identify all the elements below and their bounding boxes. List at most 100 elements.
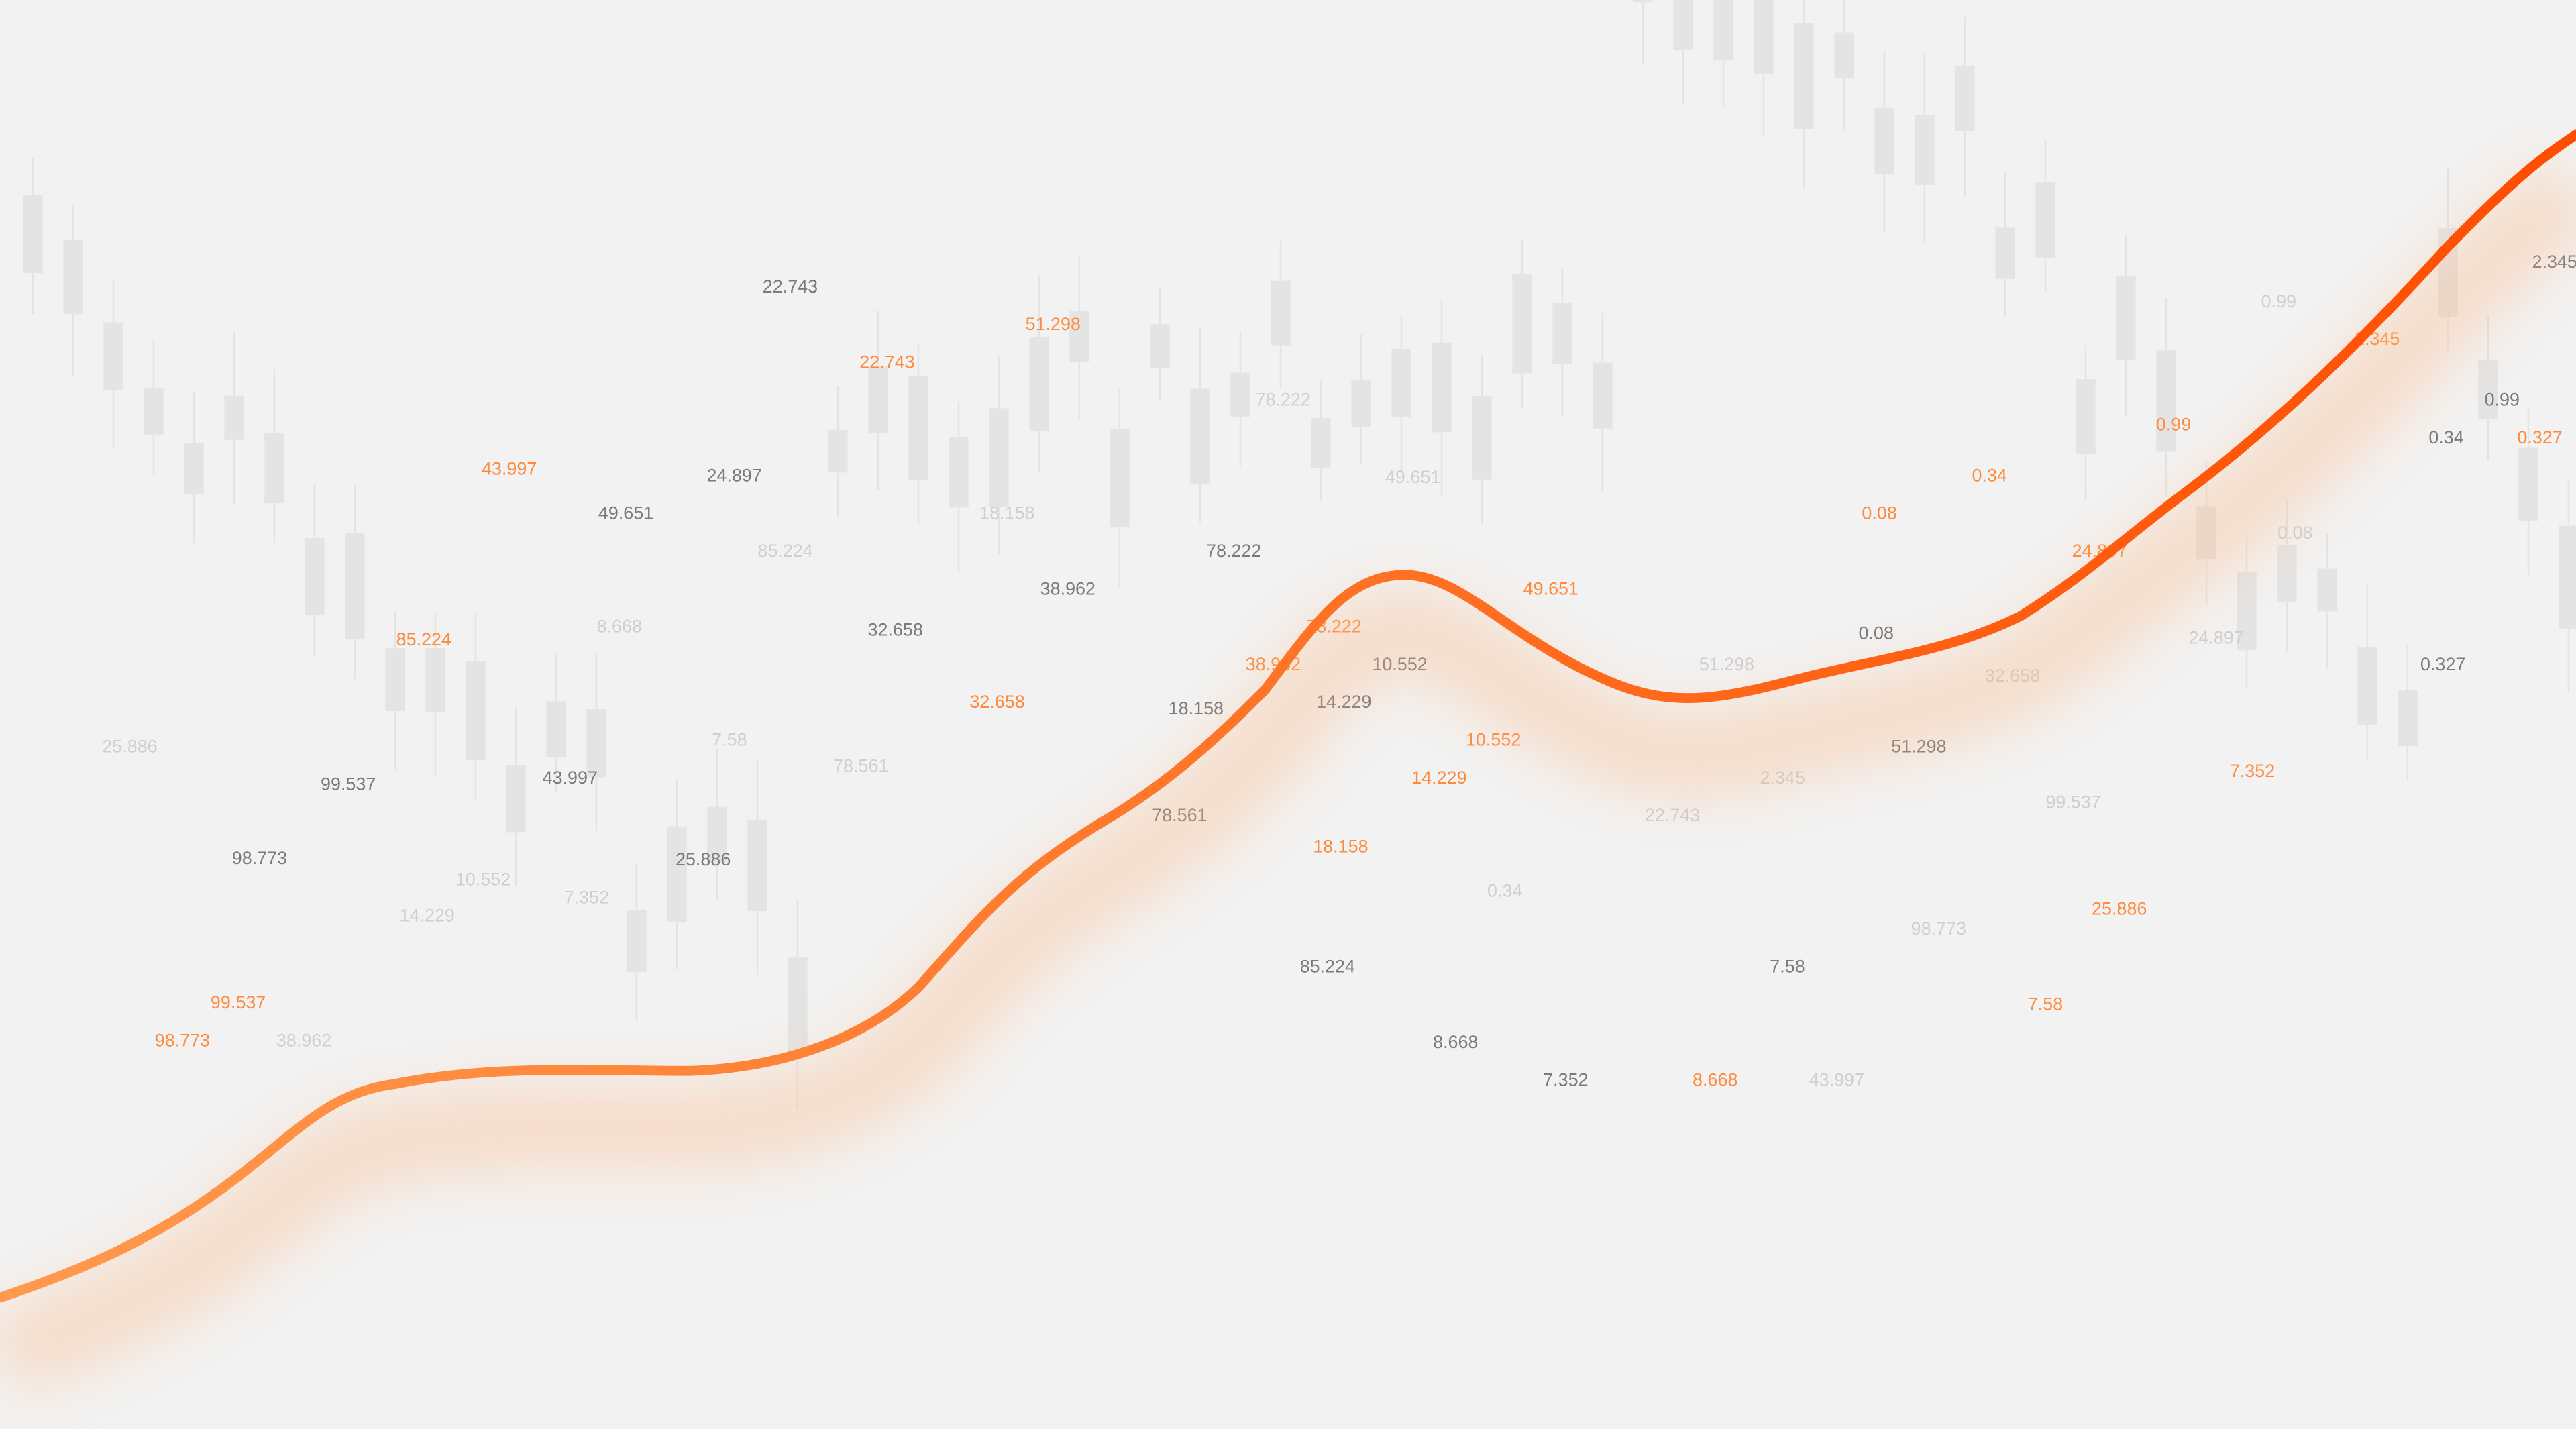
candlestick-body [23,195,43,274]
value-label: 49.651 [1523,578,1578,598]
value-label: 85.224 [396,629,451,649]
candlestick-body [1472,396,1492,480]
candlestick-body [1311,418,1331,468]
value-label: 8.668 [1693,1069,1737,1090]
candlestick-body [1915,115,1935,185]
trend-line-glow [0,157,2576,1394]
candlestick-body [1794,23,1814,129]
value-label: 0.99 [2485,390,2520,410]
value-label: 22.743 [763,276,818,297]
candlestick-body [1069,311,1089,363]
value-label: 14.229 [1411,768,1466,788]
value-label: 0.327 [2517,427,2562,447]
value-label: 99.537 [2045,792,2100,812]
candlestick-body [828,429,848,473]
value-label: 0.08 [1859,623,1894,643]
value-label: 0.34 [1972,465,2007,485]
candlestick-body [345,533,365,639]
value-label: 98.773 [155,1030,210,1051]
value-label: 51.298 [1699,654,1754,674]
candlestick-body [1593,362,1613,429]
value-label: 43.997 [482,459,537,479]
value-label: 38.962 [1040,578,1095,598]
value-label: 38.962 [276,1030,331,1051]
candlestick-body [1432,342,1452,433]
value-label: 7.58 [712,730,747,750]
candlestick-body [385,648,405,711]
value-label: 43.997 [543,768,598,788]
candlestick-body [2035,182,2055,258]
trend-line [0,129,2576,1303]
value-label: 0.99 [2156,414,2191,434]
candlestick-body [1351,380,1371,427]
value-label: 0.08 [2277,523,2312,543]
value-label: 25.886 [676,849,731,869]
value-label: 18.158 [1169,698,1224,719]
value-label: 7.58 [1770,956,1805,976]
value-labels: 22.743 22.743 51.298 78.222 43.997 24.897 49.6… [102,252,2576,1090]
candlestick-body [1834,32,1854,79]
candlestick-body [2357,647,2377,725]
value-label: 8.668 [597,617,642,637]
candlestick-body [1512,274,1532,374]
value-label: 98.773 [1911,918,1966,939]
candlestick-body [667,826,687,922]
value-label: 78.222 [1206,541,1261,561]
candlestick-body [2277,545,2297,603]
candlestick-body [2317,568,2337,612]
candlestick-body [788,957,808,1055]
candlestick-body [264,433,284,504]
candlestick-body [103,322,123,390]
value-label: 0.34 [1487,881,1522,901]
value-label: 18.158 [1313,837,1368,857]
value-label: 51.298 [1026,314,1081,334]
candlestick-body [1150,324,1170,368]
candlestick-body [1995,227,2015,279]
candlestick-body [2478,360,2498,419]
value-label: 18.158 [979,503,1034,523]
candlestick-body [989,408,1009,507]
value-label: 32.658 [969,692,1024,712]
candlestick-body [868,366,888,433]
value-label: 24.897 [2188,628,2243,648]
candlestick-body [2559,525,2576,629]
value-label: 14.229 [400,905,455,925]
candlestick-body [1110,429,1130,527]
candlestick-body [1874,107,1894,175]
candlestick-body [425,647,445,712]
value-label: 7.352 [2230,761,2275,781]
value-label: 24.897 [707,465,762,485]
value-label: 0.34 [2428,427,2463,447]
candlestick-body [144,388,164,435]
value-label: 85.224 [757,541,812,561]
candlestick-body [949,437,969,508]
value-label: 25.886 [2092,899,2147,919]
value-label: 99.537 [321,774,376,794]
candlestick-body [707,806,727,863]
value-label: 25.886 [102,736,157,756]
value-label: 22.743 [859,352,914,372]
value-label: 98.773 [232,848,287,868]
candlestick-body [908,376,928,480]
candlestick-body [466,661,486,761]
value-label: 85.224 [1300,956,1355,976]
value-label: 99.537 [211,992,266,1012]
candlestick-body [2156,350,2176,452]
candlestick-body [184,443,204,495]
value-label: 10.552 [455,869,511,890]
candlestick-body [1713,0,1733,61]
candlestick-body [1029,337,1049,431]
candlestick-body [2518,447,2538,521]
value-label: 7.58 [2028,994,2063,1014]
value-label: 49.651 [1385,467,1440,487]
value-label: 0.99 [2261,291,2296,311]
value-label: 7.352 [1543,1069,1588,1090]
candlestick-body [2076,379,2096,454]
candlestick-body [627,909,647,972]
candlestick-body [1391,348,1411,417]
candlestick-body [224,395,244,440]
candlestick-body [506,764,526,833]
candlestick-body [1633,0,1653,3]
value-label: 22.743 [1645,805,1700,825]
